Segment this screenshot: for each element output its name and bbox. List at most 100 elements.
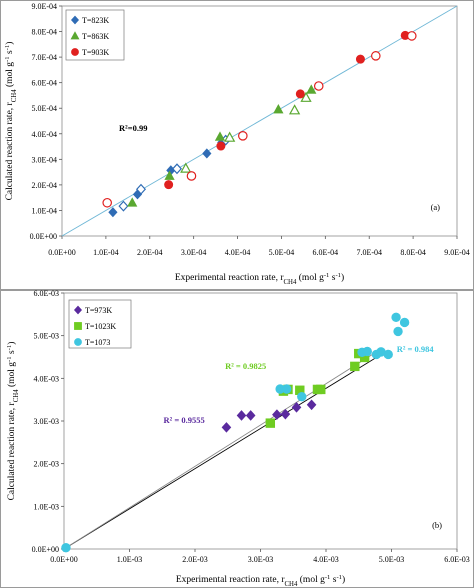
data-point [295, 89, 305, 99]
y-tick-label: 8.0E-04 [31, 28, 57, 37]
y-tick-label: 6.0E-04 [31, 79, 57, 88]
data-point-open [238, 131, 248, 141]
legend: T=973K T=1023K T=1073 [68, 299, 132, 349]
data-point [214, 131, 226, 141]
r-squared-annotation: R² = 0.9555 [164, 415, 205, 425]
x-tick-label: 1.0E-03 [117, 555, 143, 564]
y-tick-label: 5.0E-03 [33, 332, 59, 341]
x-tick-label: 4.0E-04 [225, 248, 251, 257]
y-tick-label: 4.0E-04 [31, 130, 57, 139]
data-point [164, 180, 174, 190]
data-point-open [102, 197, 113, 208]
x-tick-label: 0.0E+00 [48, 248, 75, 257]
r-squared-annotation: R² = 0.984 [397, 344, 435, 354]
y-tick-label: 2.0E-04 [31, 181, 57, 190]
data-point [316, 384, 326, 395]
scatter-chart-a: 0.0E+00 1.0E-04 2.0E-04 3.0E-04 4.0E-04 5.0E-… [0, 0, 474, 290]
x-tick-label: 8.0E-04 [400, 248, 426, 257]
legend-label: T=1023K [85, 322, 116, 331]
data-point [108, 207, 118, 218]
x-tick-label: 3.0E-03 [248, 555, 274, 564]
data-point-open [135, 183, 147, 195]
fit-line [63, 349, 389, 550]
data-point [127, 197, 138, 207]
data-point-open [313, 81, 324, 91]
data-point [383, 349, 393, 360]
y-axis-label-exp: -1 [4, 56, 11, 62]
y-tick-label: 3.0E-04 [31, 155, 57, 164]
data-point [297, 391, 307, 402]
y-tick-label: 4.0E-03 [33, 374, 59, 383]
x-axis-label-exp: -1 [336, 574, 342, 581]
legend-label: T=903K [82, 48, 109, 57]
series-t-973k [221, 399, 317, 433]
data-point [236, 410, 247, 421]
x-axis-label: Experimental reaction rate, rCH4 (mol g-… [176, 574, 345, 588]
data-point [216, 141, 226, 151]
data-point [355, 54, 365, 64]
x-axis-label-sub: CH4 [283, 279, 296, 286]
x-tick-label: 2.0E-04 [137, 248, 163, 257]
x-tick-label: 5.0E-04 [269, 248, 295, 257]
y-axis-label-exp: -1 [6, 356, 13, 362]
plot-area [61, 5, 458, 237]
x-axis-label-sub: CH4 [284, 581, 297, 588]
x-axis-label-units: (mol g [296, 272, 324, 283]
x-axis-label-main: Experimental reaction rate, r [175, 273, 285, 283]
legend-label: T=1073 [85, 338, 110, 347]
chart-panel-b: 0.0E+00 1.0E-03 2.0E-03 3.0E-03 4.0E-03 5.0E-… [0, 290, 474, 588]
r-squared-annotation: R² = 0.9825 [225, 361, 266, 371]
x-axis-label: Experimental reaction rate, rCH4 (mol g -… [175, 272, 344, 286]
x-tick-label: 9.0E-04 [444, 248, 470, 257]
data-point [306, 84, 317, 94]
data-point [291, 402, 302, 413]
x-tick-label: 6.0E-04 [313, 248, 339, 257]
legend: T=823K T=863K T=903K [65, 9, 125, 61]
legend-marker [74, 338, 82, 346]
panel-label: (b) [432, 520, 442, 530]
chart-panel-a: 0.0E+00 1.0E-04 2.0E-04 3.0E-04 4.0E-04 5.0E-… [0, 0, 474, 290]
y-axis-label-close: ) [6, 342, 17, 345]
r-squared-annotation: R²=0.99 [119, 123, 147, 133]
y-axis-label-exp: -1 [6, 345, 13, 351]
y-tick-label: 7.0E-04 [31, 53, 57, 62]
y-tick-label: 0.0E+00 [30, 232, 57, 241]
panel-label: (a) [431, 202, 441, 212]
legend-label: T=863K [82, 32, 109, 41]
y-tick-label: 5.0E-04 [31, 104, 57, 113]
x-tick-label: 2.0E-03 [182, 555, 208, 564]
data-point [164, 170, 175, 180]
series-t-863k [127, 84, 317, 207]
data-point [221, 422, 232, 433]
data-point [272, 409, 282, 420]
legend-marker [70, 15, 80, 25]
legend-label: T=973K [85, 306, 112, 315]
data-point [306, 399, 317, 411]
data-point [61, 543, 71, 553]
x-axis-label-exp: -1 [325, 574, 331, 581]
legend-marker [71, 48, 79, 56]
y-axis-label-sub: CH4 [13, 389, 20, 402]
y-axis-label-mid: s [5, 50, 15, 56]
y-tick-label: 9.0E-04 [31, 2, 57, 11]
data-point-open [406, 31, 417, 41]
x-axis-label-mid: s [329, 273, 335, 283]
y-axis-label-sub: CH4 [11, 89, 18, 102]
y-axis-label: Calculated reaction rate, rCH4 (mol g-1 … [4, 42, 18, 201]
data-point [245, 410, 256, 421]
y-axis-label-close: ) [4, 42, 15, 45]
data-point-open [288, 104, 301, 115]
x-tick-label: 4.0E-03 [313, 555, 339, 564]
data-point-open [180, 162, 192, 173]
x-tick-label: 6.0E-03 [444, 555, 470, 564]
y-axis-label-exp: -1 [4, 45, 11, 51]
x-axis-label-units: (mol g [297, 574, 325, 585]
x-axis-label-exp: -1 [335, 272, 341, 279]
data-point-open [300, 91, 312, 102]
x-tick-label: 5.0E-03 [379, 555, 405, 564]
y-axis-label-main: Calculated reaction rate, r [5, 101, 15, 200]
x-axis-label-mid: s [330, 575, 336, 585]
data-point [280, 408, 291, 420]
data-point-open [118, 200, 129, 212]
y-axis-label-main: Calculated reaction rate, r [7, 401, 17, 500]
